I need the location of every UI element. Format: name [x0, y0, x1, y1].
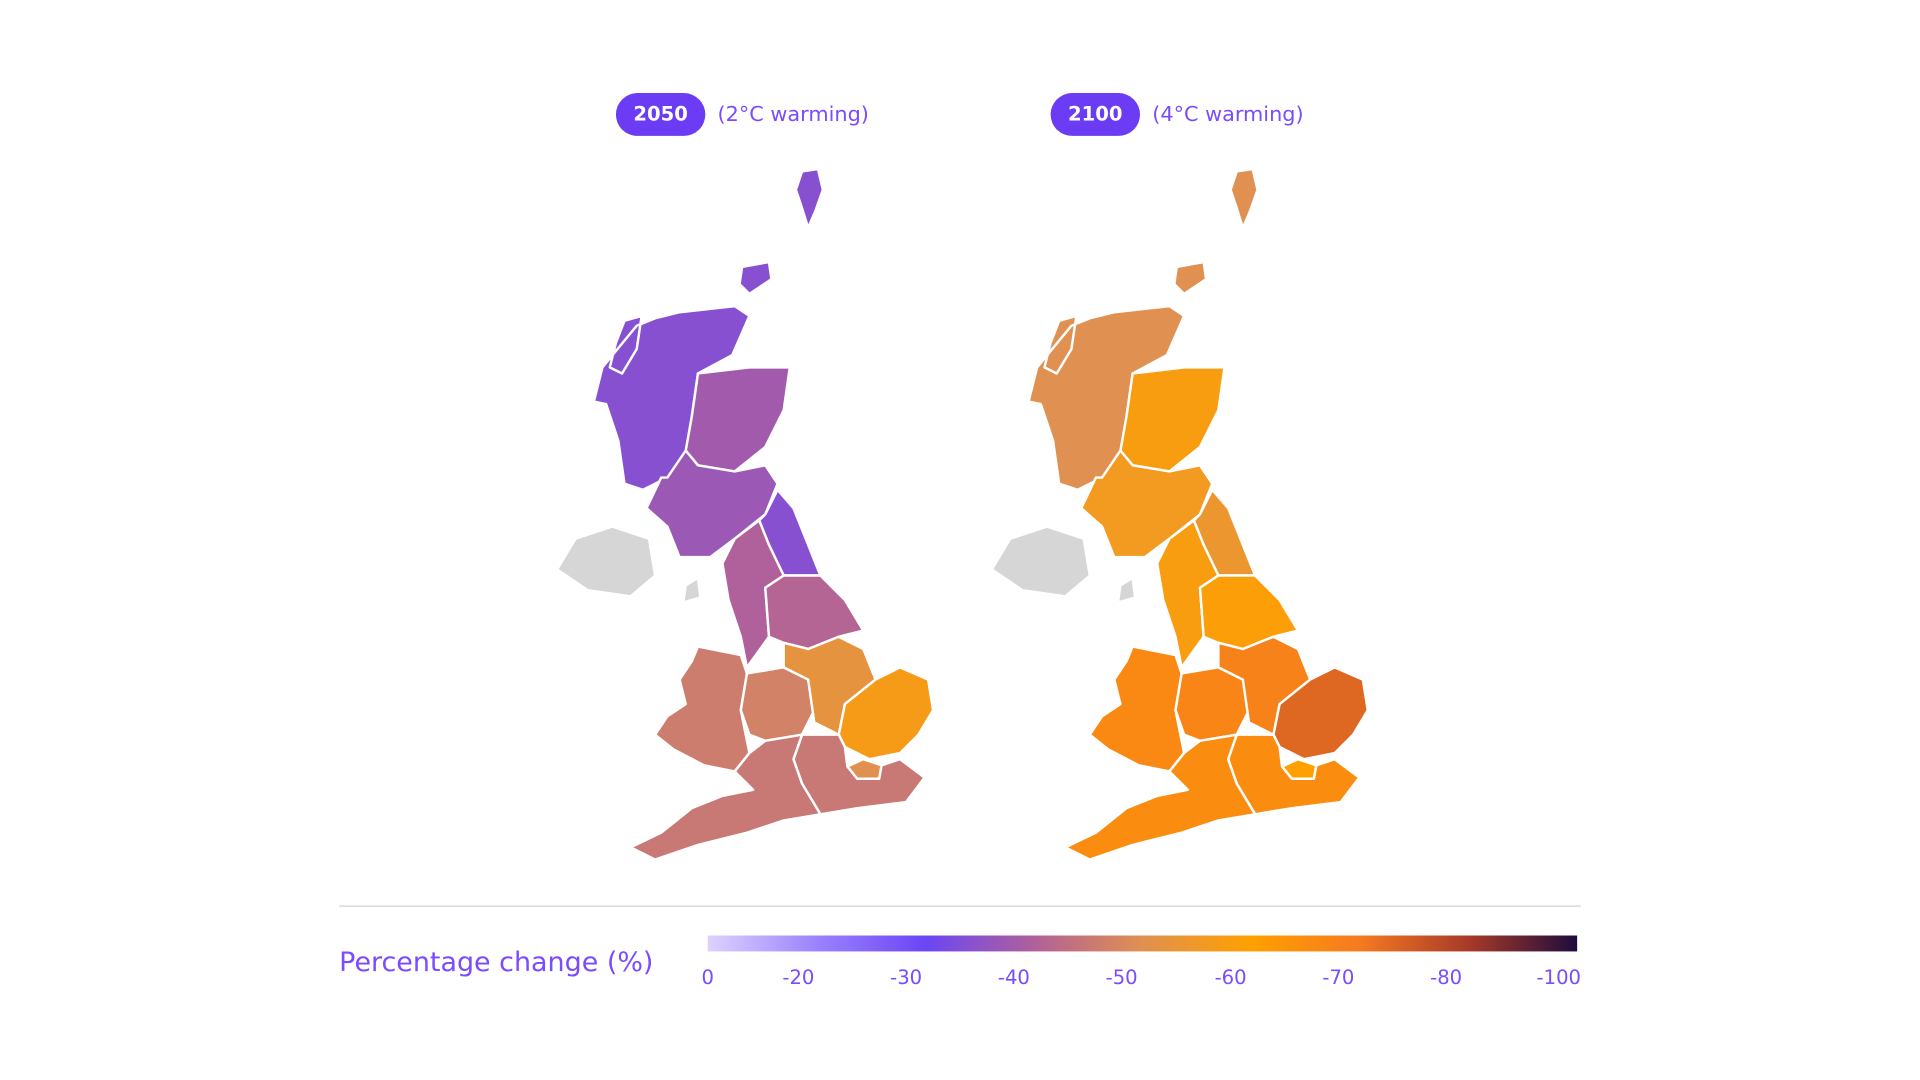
year-badge	[1050, 93, 1140, 136]
region	[990, 525, 1137, 604]
region	[1119, 366, 1226, 473]
legend-title: Percentage change (%)	[339, 947, 653, 978]
scenario-label: (2°C warming)	[718, 102, 869, 126]
uk-map	[555, 167, 935, 861]
region	[1064, 733, 1257, 861]
region	[653, 645, 751, 773]
region	[837, 666, 935, 761]
legend-tick-label: -80	[1430, 966, 1462, 989]
year-label: 2100	[1068, 103, 1123, 126]
year-badge	[615, 93, 706, 136]
region	[1088, 645, 1186, 773]
legend-tick-label: -70	[1322, 966, 1354, 989]
legend-tick-label: -20	[782, 966, 814, 989]
region	[764, 574, 865, 651]
uk-map	[990, 167, 1369, 861]
region	[1198, 574, 1300, 651]
legend-tick-label: -100	[1537, 966, 1581, 989]
region	[684, 366, 792, 473]
legend-tick-label: -30	[890, 966, 922, 989]
region	[1272, 666, 1369, 761]
legend-tick-label: -40	[998, 966, 1030, 989]
color-bar	[707, 935, 1578, 952]
legend-tick-label: 0	[702, 966, 714, 989]
region	[555, 525, 702, 604]
year-label: 2050	[633, 103, 688, 126]
region	[629, 733, 822, 861]
region	[592, 167, 825, 492]
scenario-label: (4°C warming)	[1152, 102, 1303, 126]
legend-tick-label: -60	[1215, 966, 1247, 989]
legend-tick-label: -50	[1106, 966, 1138, 989]
region	[1027, 167, 1259, 492]
